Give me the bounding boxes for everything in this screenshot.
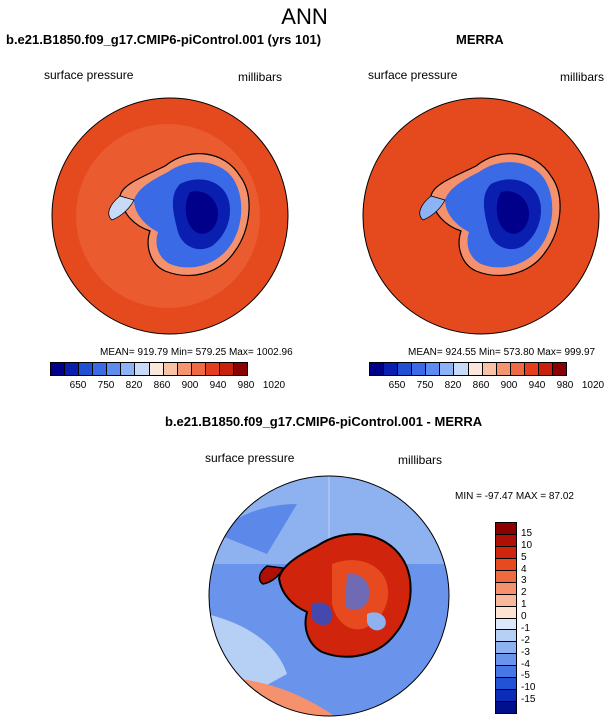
- diff-title: b.e21.B1850.f09_g17.CMIP6-piControl.001 …: [165, 414, 483, 429]
- panel-1-map: [51, 97, 289, 335]
- diff-colorbar-label: 4: [521, 563, 527, 575]
- diff-colorbar-labels: 15 10 5 4 3 2 1 0 -1 -2 -3 -4 -5 -10 -15: [521, 522, 561, 714]
- diff-colorbar-swatch: [496, 557, 516, 570]
- panel-2-colorbar-swatch: [467, 363, 482, 375]
- diff-colorbar: [495, 522, 517, 714]
- panel-1-colorbar-swatch: [204, 363, 219, 375]
- diff-colorbar-label: 2: [521, 587, 527, 599]
- panel-2-colorbar-swatch: [439, 363, 454, 375]
- panel-2-variable: surface pressure: [368, 68, 458, 82]
- panel-1-colorbar-swatch: [162, 363, 177, 375]
- panel-1-colorbar-swatch: [78, 363, 93, 375]
- diff-colorbar-swatch: [496, 641, 516, 654]
- panel-2-colorbar-swatch: [383, 363, 398, 375]
- panel-1-colorbar: [50, 362, 248, 376]
- panel-1-colorbar-swatch: [64, 363, 79, 375]
- diff-variable: surface pressure: [205, 451, 295, 465]
- panel-1-colorbar-swatch: [148, 363, 163, 375]
- panel-2-colorbar: [369, 362, 567, 376]
- panel-2-colorbar-label: 860: [472, 380, 490, 391]
- panel-2-colorbar-swatch: [523, 363, 538, 375]
- diff-colorbar-label: -4: [521, 658, 530, 670]
- panel-1-colorbar-label: 980: [237, 380, 255, 391]
- panel-1-colorbar-swatch: [233, 363, 248, 375]
- panel-1-colorbar-label: 750: [97, 380, 115, 391]
- panel-2-colorbar-swatch: [509, 363, 524, 375]
- panel-2-colorbar-label: 650: [388, 380, 406, 391]
- diff-stats: MIN = -97.47 MAX = 87.02: [455, 491, 574, 502]
- panel-1-colorbar-label: 900: [181, 380, 199, 391]
- diff-colorbar-label: -5: [521, 670, 530, 682]
- panel-1-title: b.e21.B1850.f09_g17.CMIP6-piControl.001 …: [6, 32, 322, 47]
- diff-colorbar-label: 5: [521, 551, 527, 563]
- panel-2-colorbar-swatch: [453, 363, 468, 375]
- panel-1-colorbar-swatch: [190, 363, 205, 375]
- panel-2-colorbar-swatch: [397, 363, 412, 375]
- diff-colorbar-label: 15: [521, 527, 533, 539]
- panel-2-colorbar-label: 750: [416, 380, 434, 391]
- diff-colorbar-swatch: [496, 617, 516, 630]
- panel-2-map: [362, 97, 600, 335]
- diff-colorbar-swatch: [496, 677, 516, 690]
- panel-1-colorbar-swatch: [134, 363, 149, 375]
- panel-1-colorbar-swatch: [120, 363, 135, 375]
- panel-1-colorbar-label: 860: [153, 380, 171, 391]
- panel-2-colorbar-label: 900: [500, 380, 518, 391]
- panel-2-colorbar-swatch: [495, 363, 510, 375]
- panel-2-stats: MEAN= 924.55 Min= 573.80 Max= 999.97: [408, 347, 596, 358]
- panel-2-colorbar-swatch: [425, 363, 440, 375]
- diff-colorbar-label: -15: [521, 694, 536, 706]
- panel-1-colorbar-labels: 650 750 820 860 900 940 980 1020: [50, 380, 285, 394]
- panel-2-colorbar-swatch: [481, 363, 496, 375]
- panel-1-colorbar-swatch: [92, 363, 107, 375]
- diff-colorbar-label: 1: [521, 599, 527, 611]
- diff-colorbar-label: 10: [521, 539, 533, 551]
- diff-map: [208, 475, 450, 717]
- diff-colorbar-swatch: [496, 629, 516, 642]
- panel-1-units: millibars: [238, 70, 283, 84]
- diff-colorbar-label: -10: [521, 682, 536, 694]
- diff-colorbar-swatch: [496, 533, 516, 546]
- diff-colorbar-swatch: [496, 569, 516, 582]
- diff-colorbar-swatch: [496, 665, 516, 678]
- diff-colorbar-swatch: [496, 545, 516, 558]
- panel-2-colorbar-label: 940: [528, 380, 546, 391]
- panel-2-units: millibars: [560, 70, 605, 84]
- panel-1-colorbar-swatch: [51, 363, 65, 375]
- diff-colorbar-label: -2: [521, 634, 530, 646]
- diff-colorbar-label: -3: [521, 646, 530, 658]
- panel-2-colorbar-swatch: [411, 363, 426, 375]
- diff-colorbar-swatch: [496, 701, 516, 713]
- panel-1-colorbar-swatch: [176, 363, 191, 375]
- panel-2-colorbar-swatch: [552, 363, 567, 375]
- panel-1-colorbar-label: 820: [125, 380, 143, 391]
- panel-2-colorbar-labels: 650 750 820 860 900 940 980 1020: [369, 380, 604, 394]
- diff-units: millibars: [398, 453, 443, 467]
- panel-1-colorbar-label: 940: [209, 380, 227, 391]
- panel-2-colorbar-swatch: [537, 363, 553, 375]
- panel-2-colorbar-label: 980: [556, 380, 574, 391]
- diff-colorbar-label: -1: [521, 622, 530, 634]
- panel-2-title: MERRA: [456, 32, 504, 47]
- panel-1-stats: MEAN= 919.79 Min= 579.25 Max= 1002.96: [100, 347, 293, 358]
- diff-colorbar-swatch: [496, 653, 516, 666]
- diff-colorbar-label: 0: [521, 611, 527, 622]
- panel-1-variable: surface pressure: [44, 68, 134, 82]
- panel-1-colorbar-label: 650: [69, 380, 87, 391]
- diff-colorbar-swatch: [496, 593, 516, 606]
- panel-1-colorbar-swatch: [106, 363, 121, 375]
- panel-2-colorbar-swatch: [370, 363, 384, 375]
- panel-1-colorbar-label: 1020: [262, 380, 286, 391]
- diff-colorbar-swatch: [496, 581, 516, 594]
- panel-2-colorbar-label: 820: [444, 380, 462, 391]
- diff-colorbar-swatch: [496, 605, 516, 618]
- page-title: ANN: [281, 4, 328, 29]
- diff-colorbar-swatch: [496, 523, 516, 534]
- diff-colorbar-label: 3: [521, 575, 527, 587]
- panel-1-colorbar-swatch: [218, 363, 234, 375]
- panel-2-colorbar-label: 1020: [581, 380, 605, 391]
- diff-colorbar-swatch: [496, 689, 516, 702]
